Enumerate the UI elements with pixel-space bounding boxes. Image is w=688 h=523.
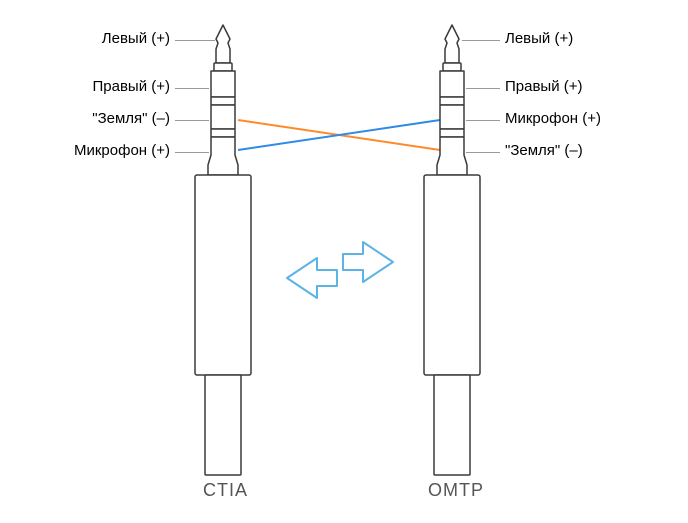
left-label-ring2: "Земля" (–) [92,110,170,127]
left-label-tip: Левый (+) [102,30,170,47]
swap-arrow [287,242,393,298]
right-leader-tip [462,40,500,41]
right-label-ring2: Микрофон (+) [505,110,601,127]
left-standard-label: CTIA [203,480,248,501]
left-leader-ring1 [175,88,209,89]
left-leader-tip [175,40,215,41]
left-label-ring1: Правый (+) [92,78,170,95]
right-label-ring1: Правый (+) [505,78,583,95]
left-label-sleeve: Микрофон (+) [74,142,170,159]
right-leader-sleeve [466,152,500,153]
right-standard-label: OMTP [428,480,484,501]
right-label-tip: Левый (+) [505,30,573,47]
left-leader-ring2 [175,120,209,121]
right-label-sleeve: "Земля" (–) [505,142,583,159]
left-leader-sleeve [175,152,209,153]
right-leader-ring1 [466,88,500,89]
right-leader-ring2 [466,120,500,121]
